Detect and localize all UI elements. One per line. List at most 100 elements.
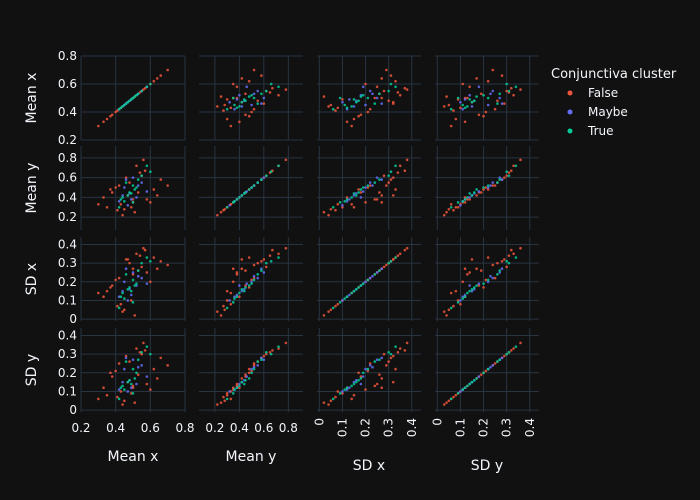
data-point-maybe (359, 382, 363, 386)
data-point-false (486, 79, 490, 83)
data-point-true (350, 291, 353, 295)
data-point-false (403, 248, 407, 252)
data-point-true (140, 350, 143, 354)
data-point-true (354, 100, 358, 104)
data-point-true (456, 201, 460, 204)
data-point-maybe (477, 282, 481, 285)
data-point-false (142, 88, 145, 91)
data-point-maybe (500, 102, 504, 105)
legend-item-maybe[interactable]: Maybe (567, 105, 628, 119)
data-point-true (357, 191, 360, 194)
legend-item-false[interactable]: False (567, 86, 619, 100)
y-axis-title: SD y (24, 354, 40, 386)
data-point-false (159, 74, 163, 77)
data-point-maybe (352, 194, 356, 197)
data-point-true (373, 102, 377, 105)
legend-item-true[interactable]: True (567, 124, 614, 138)
data-point-false (247, 367, 251, 371)
data-point-true (359, 188, 363, 191)
data-point-false (271, 248, 274, 252)
data-point-true (468, 192, 471, 195)
data-point-false (110, 284, 114, 287)
data-point-false (149, 388, 152, 391)
data-point-false (475, 194, 478, 197)
data-point-false (105, 393, 109, 397)
data-point-true (126, 194, 130, 197)
data-point-false (231, 267, 235, 271)
data-point-maybe (123, 280, 126, 284)
y-tick-label: 0 (69, 312, 77, 326)
data-point-false (222, 304, 225, 308)
legend[interactable]: Conjunctiva cluster False Maybe True (551, 67, 677, 138)
data-point-false (264, 265, 268, 269)
data-point-true (124, 102, 128, 105)
data-point-maybe (489, 184, 492, 187)
data-point-false (149, 201, 152, 204)
data-point-true (135, 282, 138, 285)
data-point-false (329, 103, 333, 107)
data-point-false (385, 263, 388, 267)
data-point-maybe (256, 364, 260, 367)
data-point-false (329, 399, 333, 403)
data-point-false (105, 205, 109, 209)
data-point-true (338, 301, 342, 304)
data-point-maybe (380, 102, 384, 105)
data-point-true (338, 96, 342, 100)
data-point-maybe (341, 100, 344, 104)
data-point-true (354, 287, 358, 291)
data-point-false (244, 284, 247, 287)
data-point-false (357, 188, 360, 191)
data-point-true (366, 96, 370, 100)
panel-background (199, 56, 303, 140)
data-point-false (247, 79, 251, 83)
data-point-true (260, 178, 263, 181)
data-point-false (387, 360, 390, 363)
data-point-maybe (368, 89, 372, 93)
data-point-false (105, 289, 109, 293)
panel-mean_y-vs-sd_y (435, 146, 539, 230)
scatter-panels (80, 55, 539, 412)
data-point-false (250, 369, 253, 373)
data-point-false (352, 393, 356, 397)
data-point-maybe (486, 186, 490, 189)
data-point-maybe (459, 100, 462, 104)
data-point-false (133, 314, 137, 317)
data-point-maybe (364, 280, 367, 284)
data-point-false (117, 184, 121, 187)
data-point-maybe (361, 375, 365, 378)
data-point-maybe (238, 93, 241, 97)
data-point-maybe (371, 365, 374, 369)
data-point-false (505, 174, 508, 177)
data-point-true (482, 93, 485, 97)
data-point-true (496, 360, 499, 363)
data-point-maybe (477, 375, 481, 378)
data-point-maybe (459, 390, 462, 393)
data-point-true (256, 273, 260, 276)
data-point-maybe (489, 92, 492, 96)
data-point-maybe (145, 375, 149, 378)
data-point-true (149, 259, 152, 263)
data-point-false (403, 169, 407, 173)
data-point-false (322, 210, 326, 214)
data-point-maybe (498, 271, 502, 274)
data-point-maybe (136, 365, 140, 369)
data-point-true (140, 261, 143, 265)
data-point-true (233, 297, 236, 300)
data-point-false (155, 194, 159, 197)
data-point-false (143, 86, 147, 90)
data-point-true (119, 198, 123, 201)
data-point-maybe (470, 289, 474, 293)
data-point-false (449, 203, 453, 206)
data-point-false (380, 96, 384, 100)
data-point-true (131, 367, 135, 371)
data-point-true (449, 397, 453, 401)
data-point-true (260, 358, 263, 362)
data-point-false (240, 377, 244, 380)
data-point-true (470, 194, 474, 197)
data-point-true (354, 194, 358, 197)
data-point-true (466, 196, 469, 199)
data-point-true (136, 178, 140, 181)
data-point-false (452, 395, 455, 399)
data-point-false (334, 208, 337, 212)
data-point-maybe (233, 295, 236, 299)
